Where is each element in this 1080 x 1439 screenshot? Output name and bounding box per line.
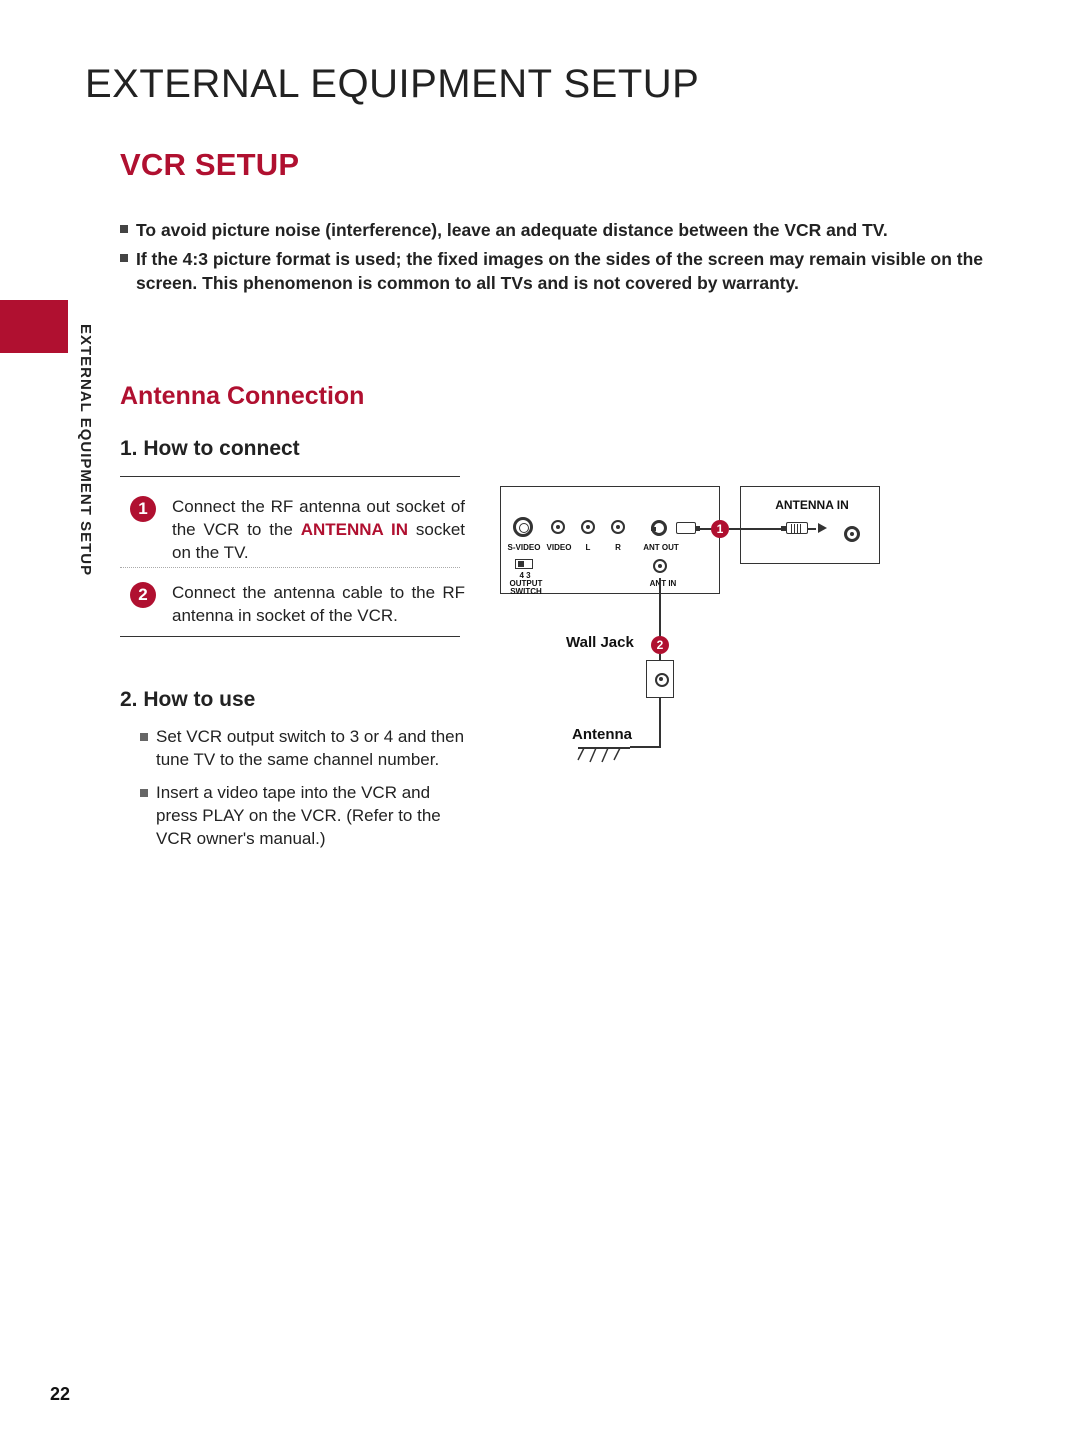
port-label: R xyxy=(609,543,627,552)
port-label: ANT IN xyxy=(645,579,681,588)
port-label: VIDEO xyxy=(545,543,573,552)
side-tab xyxy=(0,300,68,353)
side-section-label: EXTERNAL EQUIPMENT SETUP xyxy=(77,324,94,576)
use-item: Insert a video tape into the VCR and pre… xyxy=(140,782,470,851)
step-row: 1 Connect the RF antenna out socket of t… xyxy=(130,496,465,565)
use-text: Set VCR output switch to 3 or 4 and then… xyxy=(156,726,470,772)
step-text: Connect the RF antenna out socket of the… xyxy=(172,496,465,565)
ant-in-port-icon xyxy=(653,559,667,573)
antenna-label: Antenna xyxy=(572,726,632,743)
use-list: Set VCR output switch to 3 or 4 and then… xyxy=(140,726,470,861)
page-number: 22 xyxy=(50,1384,70,1405)
port-label: ANT OUT xyxy=(641,543,681,552)
intro-text: If the 4:3 picture format is used; the f… xyxy=(136,247,990,296)
step-row: 2 Connect the antenna cable to the RF an… xyxy=(130,582,465,628)
how-to-use-heading: 2. How to use xyxy=(120,688,255,712)
audio-l-port-icon xyxy=(581,520,595,534)
square-bullet-icon xyxy=(140,733,148,741)
port-label: L xyxy=(579,543,597,552)
output-switch-icon xyxy=(515,559,533,569)
antenna-in-label: ANTENNA IN xyxy=(762,498,862,512)
antenna-icon xyxy=(574,744,634,768)
square-bullet-icon xyxy=(120,254,128,262)
arrow-right-icon xyxy=(818,523,827,533)
cable-line xyxy=(659,578,661,638)
cable-line xyxy=(630,746,660,748)
cable-plug-icon xyxy=(676,522,696,534)
square-bullet-icon xyxy=(120,225,128,233)
use-item: Set VCR output switch to 3 or 4 and then… xyxy=(140,726,470,772)
step-number-badge: 1 xyxy=(130,496,156,522)
wall-jack-icon xyxy=(646,660,674,698)
step-text: Connect the antenna cable to the RF ante… xyxy=(172,582,465,628)
wall-jack-label: Wall Jack xyxy=(566,634,634,651)
section-title: VCR SETUP xyxy=(120,147,299,183)
intro-item: To avoid picture noise (interference), l… xyxy=(120,218,990,243)
step-highlight: ANTENNA IN xyxy=(301,520,408,539)
divider xyxy=(120,636,460,637)
cable-line xyxy=(659,734,661,748)
intro-block: To avoid picture noise (interference), l… xyxy=(120,218,990,300)
vcr-panel: S-VIDEO VIDEO L R ANT OUT ANT IN 4 3 OUT… xyxy=(500,486,720,594)
diagram-badge-1: 1 xyxy=(711,520,729,538)
square-bullet-icon xyxy=(140,789,148,797)
ant-out-port-icon xyxy=(651,520,667,536)
step-number-badge: 2 xyxy=(130,582,156,608)
port-label: SWITCH xyxy=(509,587,543,596)
divider xyxy=(120,476,460,477)
dotted-divider xyxy=(120,567,460,568)
page-title: EXTERNAL EQUIPMENT SETUP xyxy=(85,62,699,107)
diagram-badge-2: 2 xyxy=(651,636,669,654)
cable-line xyxy=(808,528,816,530)
port-label: S-VIDEO xyxy=(507,543,541,552)
intro-text: To avoid picture noise (interference), l… xyxy=(136,218,888,243)
antenna-in-port-icon xyxy=(844,526,860,542)
audio-r-port-icon xyxy=(611,520,625,534)
cable-line xyxy=(698,528,712,530)
connection-diagram: S-VIDEO VIDEO L R ANT OUT ANT IN 4 3 OUT… xyxy=(500,486,990,806)
cable-line xyxy=(659,698,661,734)
intro-item: If the 4:3 picture format is used; the f… xyxy=(120,247,990,296)
video-port-icon xyxy=(551,520,565,534)
subsection-title: Antenna Connection xyxy=(120,382,364,411)
cable-plug-icon xyxy=(786,522,808,534)
how-to-connect-heading: 1. How to connect xyxy=(120,437,300,461)
use-text: Insert a video tape into the VCR and pre… xyxy=(156,782,470,851)
cable-line xyxy=(729,528,785,530)
svideo-port-icon xyxy=(513,517,533,537)
